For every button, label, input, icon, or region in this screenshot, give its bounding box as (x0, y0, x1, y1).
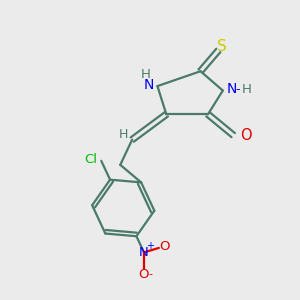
Text: +: + (146, 241, 154, 251)
Text: O: O (159, 240, 169, 253)
Text: H: H (242, 82, 252, 96)
Text: Cl: Cl (84, 153, 97, 166)
Text: H: H (118, 128, 128, 141)
Text: O: O (139, 268, 149, 281)
Text: N: N (143, 78, 154, 92)
Text: H: H (141, 68, 151, 81)
Text: -: - (235, 82, 240, 96)
Text: S: S (217, 39, 227, 54)
Text: N: N (226, 82, 237, 96)
Text: O: O (240, 128, 251, 142)
Text: -: - (148, 269, 152, 279)
Text: N: N (139, 246, 149, 259)
